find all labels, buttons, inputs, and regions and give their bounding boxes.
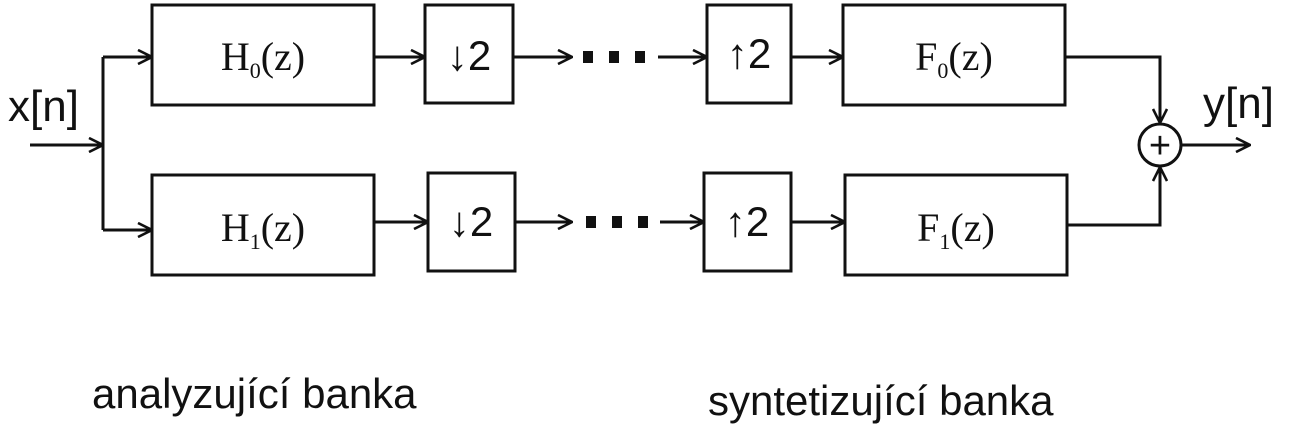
arrow-f0-to-sum xyxy=(1065,55,1160,123)
arrow-f1-to-sum xyxy=(1067,167,1160,227)
filter-h1-block xyxy=(150,173,376,277)
downsample-upper-block xyxy=(423,3,515,105)
summation-plus-icon: + xyxy=(1149,125,1171,167)
ellipsis-dot xyxy=(635,51,645,63)
filter-f1-label: F1(z) xyxy=(917,205,995,254)
downsample-lower-block xyxy=(426,171,517,273)
downsample-lower-label: ↓2 xyxy=(449,198,493,245)
filter-h0-label: H0(z) xyxy=(221,34,305,83)
ellipsis-dot xyxy=(609,51,619,63)
ellipsis-dot xyxy=(638,216,648,228)
filter-h1-label: H1(z) xyxy=(221,205,305,254)
filter-f0-block xyxy=(841,3,1067,107)
synthesis-bank-caption: syntetizující banka xyxy=(708,377,1054,424)
upsample-upper-label: ↑2 xyxy=(727,30,771,77)
output-label: y[n] xyxy=(1203,79,1274,128)
filter-h0-block xyxy=(150,3,376,107)
analysis-bank-caption: analyzující banka xyxy=(92,370,417,417)
ellipsis-dot xyxy=(612,216,622,228)
upsample-upper-block xyxy=(705,3,793,105)
downsample-upper-label: ↓2 xyxy=(447,32,491,79)
input-label: x[n] xyxy=(8,82,79,131)
upsample-lower-block xyxy=(702,171,793,273)
ellipsis-dot xyxy=(583,51,593,63)
filter-f0-label: F0(z) xyxy=(915,34,993,83)
upsample-lower-label: ↑2 xyxy=(725,198,769,245)
ellipsis-dot xyxy=(586,216,596,228)
